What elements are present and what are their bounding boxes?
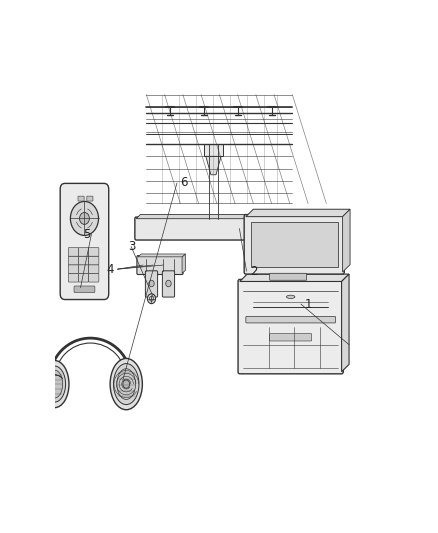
Ellipse shape [43, 366, 66, 402]
FancyBboxPatch shape [251, 222, 338, 267]
FancyBboxPatch shape [60, 183, 109, 300]
FancyBboxPatch shape [78, 273, 88, 282]
Polygon shape [206, 156, 221, 175]
FancyBboxPatch shape [88, 273, 99, 282]
Polygon shape [136, 215, 269, 219]
FancyBboxPatch shape [87, 196, 93, 201]
FancyBboxPatch shape [88, 247, 99, 256]
Circle shape [166, 280, 171, 287]
FancyBboxPatch shape [88, 265, 99, 273]
FancyBboxPatch shape [68, 265, 78, 273]
FancyBboxPatch shape [68, 256, 78, 265]
FancyBboxPatch shape [137, 256, 183, 274]
FancyBboxPatch shape [88, 256, 99, 265]
Text: 6: 6 [180, 176, 188, 189]
Ellipse shape [286, 295, 295, 298]
Ellipse shape [113, 364, 139, 405]
Polygon shape [343, 209, 350, 272]
Ellipse shape [110, 358, 142, 410]
Text: 1: 1 [304, 297, 312, 311]
Polygon shape [240, 274, 349, 281]
Polygon shape [246, 209, 350, 216]
FancyBboxPatch shape [238, 279, 343, 374]
FancyBboxPatch shape [135, 217, 267, 240]
Polygon shape [265, 215, 269, 238]
FancyBboxPatch shape [162, 271, 175, 297]
Text: 5: 5 [83, 228, 90, 241]
Circle shape [71, 201, 99, 236]
Text: 3: 3 [128, 240, 135, 253]
FancyBboxPatch shape [270, 334, 312, 341]
FancyBboxPatch shape [78, 247, 88, 256]
Circle shape [123, 380, 130, 388]
FancyBboxPatch shape [270, 273, 307, 280]
Text: 2: 2 [250, 265, 258, 278]
FancyBboxPatch shape [68, 247, 78, 256]
FancyBboxPatch shape [74, 286, 95, 293]
Ellipse shape [117, 369, 136, 399]
FancyBboxPatch shape [78, 256, 88, 265]
FancyBboxPatch shape [145, 271, 158, 297]
Polygon shape [138, 254, 185, 257]
Circle shape [80, 213, 89, 224]
FancyBboxPatch shape [68, 273, 78, 282]
Ellipse shape [46, 370, 63, 398]
FancyBboxPatch shape [78, 265, 88, 273]
Circle shape [149, 280, 154, 287]
Circle shape [148, 294, 155, 304]
FancyBboxPatch shape [78, 196, 84, 201]
FancyBboxPatch shape [246, 317, 336, 323]
Ellipse shape [40, 360, 69, 408]
FancyBboxPatch shape [244, 215, 344, 274]
Text: 4: 4 [107, 263, 114, 276]
FancyBboxPatch shape [204, 144, 223, 156]
Circle shape [149, 296, 154, 301]
Polygon shape [182, 254, 185, 273]
Polygon shape [342, 274, 349, 372]
